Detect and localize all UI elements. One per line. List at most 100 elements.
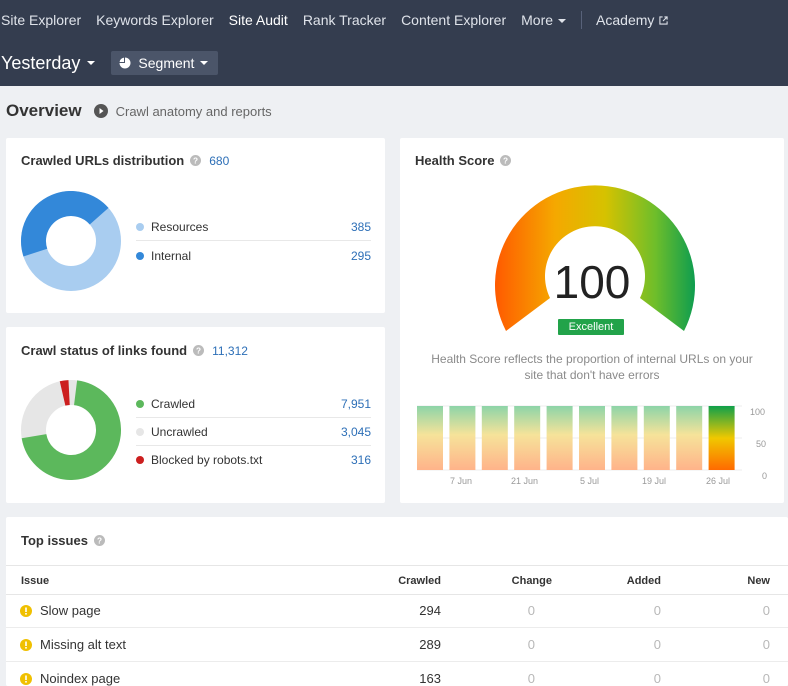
legend-dot [136, 427, 144, 436]
segment-label: Segment [138, 55, 195, 71]
legend-dot [136, 399, 144, 408]
crawl-anatomy-link[interactable]: Crawl anatomy and reports [115, 103, 272, 119]
card-title: Health Score ? [415, 153, 512, 168]
change-cell: 0 [527, 603, 535, 618]
segment-button[interactable]: Segment [111, 51, 219, 75]
crawl-status-total[interactable]: 11,312 [212, 343, 248, 358]
legend-label: Crawled [151, 396, 196, 411]
period-label: Yesterday [1, 52, 81, 73]
x-tick-label: 7 Jun [450, 476, 473, 486]
legend-dot [136, 456, 144, 464]
health-bar[interactable] [417, 406, 443, 470]
added-cell: 0 [653, 603, 661, 618]
added-cell: 0 [653, 671, 661, 686]
legend-row-crawled[interactable]: Crawled 7,951 [136, 390, 371, 418]
legend-value[interactable]: 316 [350, 453, 371, 467]
issues-table-header: Issue Crawled Change Added New [6, 565, 788, 595]
health-score-gauge [495, 185, 695, 331]
period-dropdown[interactable]: Yesterday [1, 52, 96, 74]
top-issues-card: Top issues ? Issue Crawled Change Added … [6, 517, 788, 686]
column-header-new[interactable]: New [747, 575, 770, 587]
help-icon[interactable]: ? [193, 345, 205, 356]
health-bar[interactable] [514, 406, 541, 470]
health-bar[interactable] [579, 406, 605, 470]
new-cell: 0 [762, 637, 770, 652]
nav-content-explorer[interactable]: Content Explorer [401, 12, 507, 28]
pie-chart-icon [119, 57, 131, 69]
new-cell: 0 [762, 671, 770, 686]
legend-row-uncrawled[interactable]: Uncrawled 3,045 [136, 418, 371, 446]
legend-dot [136, 222, 144, 231]
nav-more-label: More [521, 12, 554, 28]
change-cell: 0 [527, 637, 535, 652]
warning-icon [20, 604, 32, 617]
health-score-description: Health Score reflects the proportion of … [431, 352, 753, 382]
play-icon[interactable] [93, 104, 108, 118]
change-cell: 0 [527, 671, 535, 686]
svg-text:?: ? [97, 536, 102, 545]
nav-academy[interactable]: Academy [596, 12, 669, 28]
health-bar[interactable] [611, 406, 638, 470]
chevron-down-icon [558, 19, 567, 24]
nav-site-explorer[interactable]: Site Explorer [1, 12, 82, 28]
table-row[interactable]: Noindex page 163 0 0 0 [6, 662, 788, 686]
x-tick-label: 5 Jul [580, 476, 600, 486]
nav-site-audit[interactable]: Site Audit [228, 12, 288, 28]
crawled-cell[interactable]: 294 [419, 603, 441, 618]
nav-keywords-explorer[interactable]: Keywords Explorer [96, 12, 214, 28]
sub-toolbar: Yesterday Segment [0, 50, 219, 76]
donut-segment-internal [21, 191, 121, 291]
crawled-cell[interactable]: 289 [419, 637, 441, 652]
legend-value[interactable]: 295 [350, 249, 371, 263]
health-bar[interactable] [643, 406, 670, 470]
card-title: Crawled URLs distribution ? 680 [21, 153, 229, 168]
health-bar[interactable] [708, 406, 735, 470]
crawled-cell[interactable]: 163 [419, 671, 441, 686]
column-header-crawled[interactable]: Crawled [398, 575, 441, 587]
column-header-change[interactable]: Change [511, 575, 552, 587]
health-bar[interactable] [546, 406, 573, 470]
table-row[interactable]: Missing alt text 289 0 0 0 [6, 628, 788, 662]
help-icon[interactable]: ? [93, 535, 105, 546]
legend-value[interactable]: 7,951 [340, 396, 371, 411]
legend-row-blocked[interactable]: Blocked by robots.txt 316 [136, 446, 371, 474]
x-tick-label: 26 Jul [706, 476, 731, 486]
health-bar[interactable] [481, 406, 508, 470]
issue-name: Noindex page [40, 671, 121, 686]
crawled-urls-total[interactable]: 680 [209, 153, 230, 168]
top-nav: Site Explorer Keywords Explorer Site Aud… [0, 0, 788, 86]
legend-value[interactable]: 3,045 [340, 424, 371, 439]
health-score-badge: Excellent [558, 319, 624, 335]
external-link-icon [659, 16, 669, 25]
column-header-added[interactable]: Added [626, 575, 661, 587]
nav-more-menu[interactable]: More [521, 12, 567, 28]
x-tick-label: 21 Jun [511, 476, 539, 486]
health-history-chart: 100 50 0 7 Jun 21 Jun 5 Jul 19 Jul 26 Ju… [400, 398, 784, 493]
issue-name: Missing alt text [40, 637, 126, 652]
legend-row-internal[interactable]: Internal 295 [136, 242, 371, 270]
main-nav: Site Explorer Keywords Explorer Site Aud… [0, 0, 683, 40]
issue-cell[interactable]: Slow page [20, 603, 101, 618]
help-icon[interactable]: ? [190, 155, 202, 166]
legend-row-resources[interactable]: Resources 385 [136, 213, 371, 241]
chevron-down-icon [200, 61, 209, 65]
health-score-title: Health Score [415, 153, 495, 168]
column-header-issue[interactable]: Issue [21, 575, 50, 587]
nav-rank-tracker[interactable]: Rank Tracker [302, 12, 387, 28]
help-icon[interactable]: ? [500, 155, 512, 166]
issue-cell[interactable]: Missing alt text [20, 637, 126, 652]
health-score-card: Health Score ? 100 Excellent Health Scor… [400, 138, 784, 503]
legend-label: Resources [151, 219, 209, 234]
warning-icon [20, 672, 32, 685]
health-bar[interactable] [676, 406, 703, 470]
issue-cell[interactable]: Noindex page [20, 671, 120, 686]
y-tick-0: 0 [762, 471, 768, 481]
table-row[interactable]: Slow page 294 0 0 0 [6, 594, 788, 628]
page-title: Overview [6, 101, 82, 120]
legend-value[interactable]: 385 [350, 219, 371, 234]
top-issues-title: Top issues [21, 533, 88, 548]
card-title: Crawl status of links found ? 11,312 [21, 343, 248, 358]
svg-text:?: ? [196, 346, 201, 355]
health-bar[interactable] [449, 406, 476, 470]
svg-text:?: ? [503, 156, 508, 165]
